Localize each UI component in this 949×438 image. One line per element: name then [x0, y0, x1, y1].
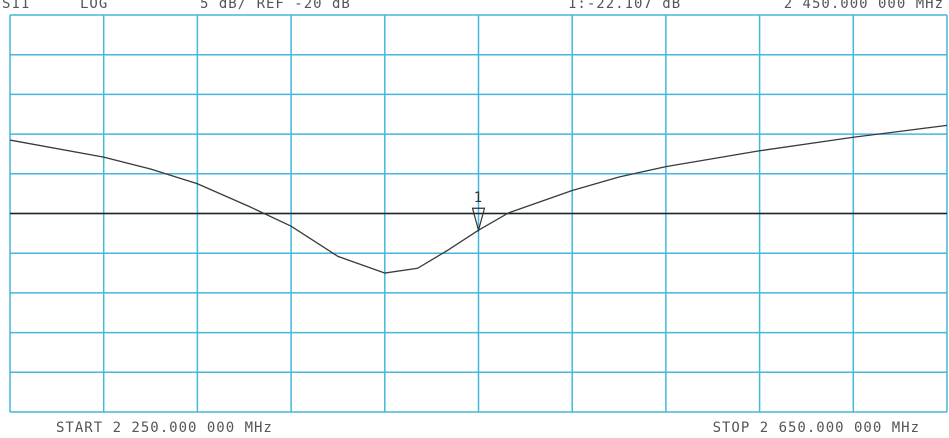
start-label: START 2 250.000 000 MHz [56, 420, 273, 436]
marker-readout: 1:-22.107 dB [568, 0, 681, 12]
marker [471, 207, 486, 233]
stop-label: STOP 2 650.000 000 MHz [713, 420, 920, 436]
param: S11 [2, 0, 30, 12]
trace [9, 124, 948, 274]
format: LOG [80, 0, 108, 12]
marker-label: 1 [474, 190, 483, 206]
scale: 5 dB/ REF -20 dB [200, 0, 351, 12]
marker-freq: 2 450.000 000 MHz [784, 0, 944, 12]
